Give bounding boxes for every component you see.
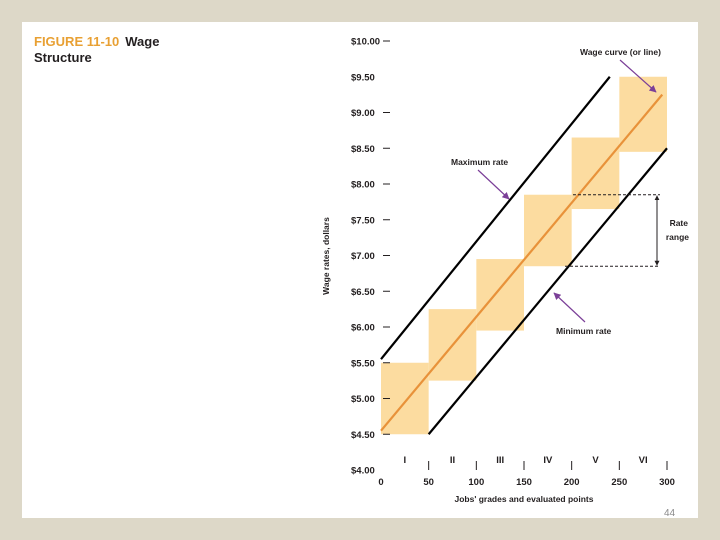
annotations: Rate range Wage curve (or line) Maximum rat… xyxy=(451,47,689,336)
figure-title-line1: Wage xyxy=(125,34,160,49)
wage-curve-annotation: Wage curve (or line) xyxy=(580,47,661,57)
axes: $4.00 $4.50 $5.00 $5.50 $6.00 $6.50 $7.00 $7.50… xyxy=(321,37,675,505)
rate-range-label-line1: Rate xyxy=(670,218,689,228)
slide-panel xyxy=(22,22,698,518)
x-tick-label: 50 xyxy=(423,477,434,488)
y-tick-label: $10.00 xyxy=(351,37,380,48)
grade-label: III xyxy=(496,455,504,466)
y-tick-label: $8.50 xyxy=(351,144,375,155)
wage-curve-line xyxy=(380,93,664,432)
minimum-rate-line xyxy=(427,147,668,435)
figure-title-line2: Structure xyxy=(34,50,92,65)
x-axis-label: Jobs' grades and evaluated points xyxy=(454,494,593,504)
maximum-rate-annotation: Maximum rate xyxy=(451,157,508,167)
minimum-rate-arrow xyxy=(553,292,586,323)
grade-box-6 xyxy=(619,76,667,152)
page-number: 44 xyxy=(664,508,676,519)
y-tick-label: $7.50 xyxy=(351,215,375,226)
x-tick-label: 0 xyxy=(378,477,383,488)
rate-range-label-line2: range xyxy=(666,232,689,242)
y-tick-label: $4.00 xyxy=(351,466,375,477)
figure-number: FIGURE 11-10 xyxy=(34,34,120,49)
y-axis-label: Wage rates, dollars xyxy=(321,217,331,295)
minimum-rate-annotation: Minimum rate xyxy=(556,326,612,336)
rate-lines xyxy=(380,76,668,435)
grade-label: VI xyxy=(639,455,648,466)
y-tick-label: $7.00 xyxy=(351,251,375,262)
y-tick-label: $4.50 xyxy=(351,430,375,441)
y-tick-label: $5.50 xyxy=(351,358,375,369)
y-tick-label: $8.00 xyxy=(351,180,375,191)
wage-curve-arrow xyxy=(619,59,657,93)
y-tick-label: $6.00 xyxy=(351,323,375,334)
grade-label: V xyxy=(592,455,599,466)
y-tick-label: $6.50 xyxy=(351,287,375,298)
x-tick-label: 100 xyxy=(468,477,484,488)
y-tick-label: $5.00 xyxy=(351,394,375,405)
x-tick-label: 300 xyxy=(659,477,675,488)
figure-title: FIGURE 11-10 Wage Structure xyxy=(34,34,159,66)
y-tick-label: $9.00 xyxy=(351,108,375,119)
maximum-rate-arrow xyxy=(477,169,510,200)
x-tick-label: 150 xyxy=(516,477,532,488)
grade-label: I xyxy=(404,455,407,466)
grade-label: II xyxy=(450,455,455,466)
grade-label: IV xyxy=(543,455,553,466)
x-tick-label: 200 xyxy=(564,477,580,488)
y-tick-label: $9.50 xyxy=(351,72,375,83)
x-tick-label: 250 xyxy=(611,477,627,488)
maximum-rate-line xyxy=(380,76,611,360)
